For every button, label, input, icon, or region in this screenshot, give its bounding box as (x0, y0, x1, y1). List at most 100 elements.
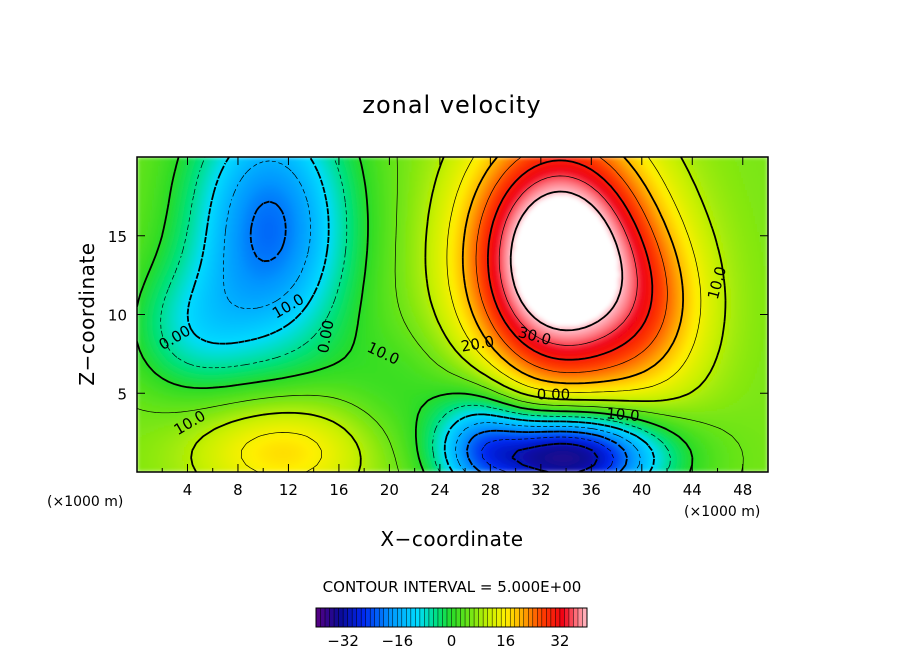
x-tick-label-24: 24 (430, 481, 449, 499)
contour-label-4: 20.0 (460, 332, 496, 356)
colorbar-tick-label-4: 32 (550, 632, 569, 650)
chart-title: zonal velocity (362, 91, 541, 119)
contour-line-40 (509, 190, 624, 332)
colorbar-swatch-24 (424, 608, 430, 627)
colorbar-swatch-13 (374, 608, 380, 627)
colorbar-swatch-54 (559, 608, 565, 627)
contour-line-15 (240, 157, 702, 472)
contour-line-20 (461, 157, 684, 385)
x-axis-ticks: 4 8 12 16 20 24 28 32 36 40 44 48 (161, 157, 752, 499)
x-tick-label-48: 48 (733, 481, 752, 499)
colorbar-swatch-17 (392, 608, 398, 627)
colorbar-swatch-32 (460, 608, 466, 627)
colorbar-swatch-51 (546, 608, 552, 627)
colorbar-swatch-50 (541, 608, 547, 627)
contour-line-35 (498, 175, 638, 346)
x-tick-label-12: 12 (279, 481, 298, 499)
y-tick-label-15: 15 (108, 228, 127, 246)
contour-line-neg30 (511, 442, 599, 472)
colorbar-swatch-55 (564, 608, 570, 627)
colorbar-tick-label-0: −32 (327, 632, 359, 650)
colorbar-swatch-15 (383, 608, 389, 627)
colorbar-swatch-22 (415, 608, 421, 627)
x-tick-label-4: 4 (183, 481, 193, 499)
x-tick-label-28: 28 (481, 481, 500, 499)
colorbar-swatch-20 (406, 608, 412, 627)
colorbar-swatch-37 (483, 608, 489, 627)
colorbar-swatch-41 (501, 608, 507, 627)
colorbar (315, 607, 588, 628)
colorbar-swatch-25 (428, 608, 434, 627)
colorbar-swatch-18 (397, 608, 403, 627)
colorbar-tick-label-3: 16 (496, 632, 515, 650)
colorbar-swatch-49 (537, 608, 543, 627)
contour-interval-text: CONTOUR INTERVAL = 5.000E+00 (323, 578, 582, 596)
colorbar-swatch-45 (519, 608, 525, 627)
colorbar-swatch-39 (492, 608, 498, 627)
colorbar-frame (315, 607, 588, 628)
colorbar-swatch-2 (325, 608, 330, 627)
colorbar-swatch-42 (505, 608, 511, 627)
colorbar-swatch-40 (496, 608, 502, 627)
colorbar-swatch-8 (352, 608, 358, 627)
x-tick-label-32: 32 (531, 481, 550, 499)
colorbar-swatch-1 (320, 608, 326, 627)
colorbar-swatch-48 (532, 608, 538, 627)
colorbar-swatch-23 (419, 608, 425, 627)
y-tick-label-5: 5 (117, 385, 127, 403)
y-axis-ticks: 5 10 15 (108, 228, 768, 403)
colorbar-swatch-59 (582, 608, 588, 627)
colorbar-swatch-53 (555, 608, 561, 627)
colorbar-swatch-38 (487, 608, 493, 627)
colorbar-swatch-4 (334, 608, 339, 627)
y-tick-label-10: 10 (108, 307, 127, 325)
colorbar-swatch-14 (379, 608, 385, 627)
contour-line-neg5 (160, 157, 671, 472)
colorbar-swatch-28 (442, 608, 448, 627)
contour-line-neg20 (249, 200, 628, 472)
colorbar-swatch-46 (523, 608, 529, 627)
colorbar-swatch-19 (401, 608, 407, 627)
colorbar-swatch-26 (433, 608, 439, 627)
colorbar-swatch-43 (510, 608, 516, 627)
colorbar-swatch-44 (514, 608, 520, 627)
colorbar-swatch-47 (528, 608, 534, 627)
colorbar-swatch-3 (329, 608, 335, 627)
colorbar-swatch-7 (347, 608, 353, 627)
x-tick-label-40: 40 (632, 481, 651, 499)
colorbar-swatch-12 (370, 608, 376, 627)
colorbar-swatch-29 (446, 608, 452, 627)
colorbar-swatch-11 (365, 608, 371, 627)
contour-label-6: 0.00 (537, 385, 570, 403)
colorbar-swatch-30 (451, 608, 457, 627)
colorbar-swatch-6 (343, 608, 349, 627)
contour-field (137, 157, 768, 472)
colorbar-swatch-16 (388, 608, 394, 627)
colorbar-ticks: −32 −16 0 16 32 (327, 632, 569, 650)
contour-line-neg15 (222, 160, 641, 472)
x-tick-label-8: 8 (233, 481, 243, 499)
colorbar-swatch-57 (573, 608, 579, 627)
colorbar-tick-label-1: −16 (381, 632, 413, 650)
colorbar-swatch-10 (361, 608, 367, 627)
contour-line-neg10 (186, 157, 656, 472)
colorbar-swatch-9 (356, 608, 362, 627)
x-tick-label-36: 36 (582, 481, 601, 499)
x-tick-label-16: 16 (329, 481, 348, 499)
colorbar-swatch-27 (437, 608, 443, 627)
colorbar-swatch-33 (465, 608, 470, 627)
colorbar-swatch-56 (568, 608, 574, 627)
colorbar-swatch-34 (469, 608, 475, 627)
x-tick-label-20: 20 (380, 481, 399, 499)
colorbar-swatch-36 (478, 608, 484, 627)
contour-label-2: 0.00 (314, 319, 338, 355)
x-tick-label-44: 44 (683, 481, 702, 499)
x-axis-label: X−coordinate (380, 527, 523, 551)
contour-lines (137, 157, 744, 472)
x-unit-label-left: (×1000 m) (47, 494, 123, 510)
x-unit-label-right: (×1000 m) (684, 504, 760, 520)
colorbar-swatch-52 (550, 608, 556, 627)
contour-line-5 (137, 157, 744, 472)
colorbar-tick-label-2: 0 (447, 632, 457, 650)
